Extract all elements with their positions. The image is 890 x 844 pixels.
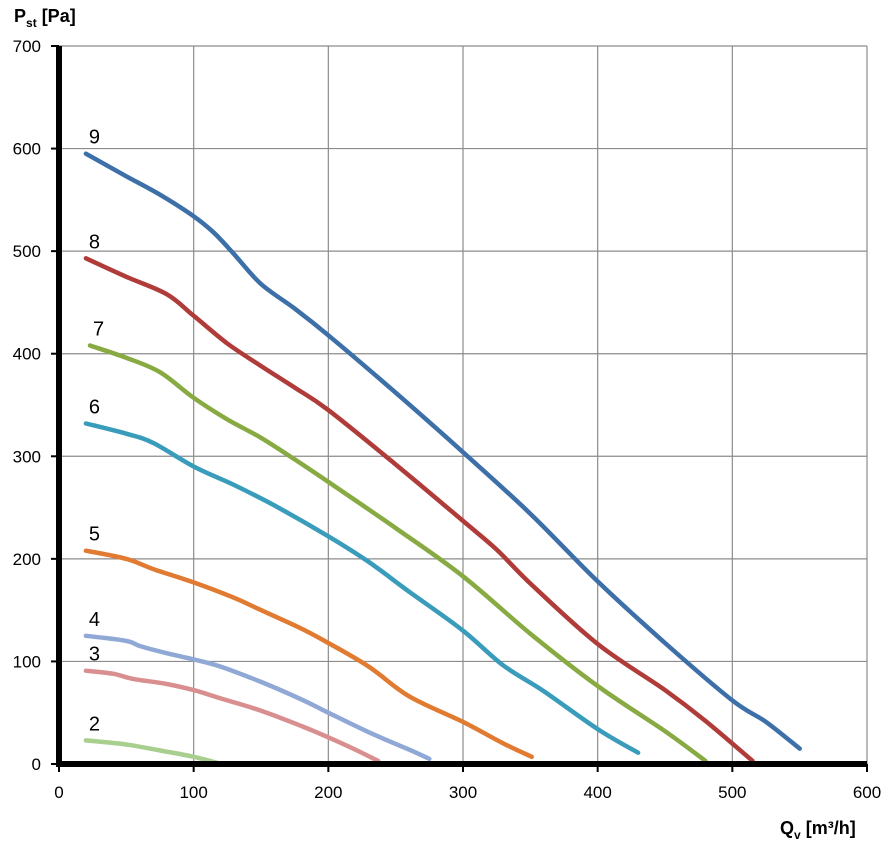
y-tick-label: 300 bbox=[13, 447, 41, 466]
series-line-5 bbox=[83, 548, 534, 760]
x-axis-title-sub: v bbox=[794, 828, 801, 842]
series-line-8 bbox=[83, 256, 755, 764]
curve-labels: 2 3 4 5 6 7 8 9 bbox=[89, 127, 104, 736]
series-line-9 bbox=[83, 151, 802, 751]
x-tick-label: 0 bbox=[54, 783, 63, 802]
y-tick-label: 400 bbox=[13, 345, 41, 364]
x-tick-label: 400 bbox=[583, 783, 611, 802]
x-axis-title: Qv [m³/h] bbox=[780, 818, 856, 842]
tick-labels: 0 100 200 300 400 500 600 0 100 200 300 400 500 600 70… bbox=[13, 37, 882, 802]
x-tick-label: 500 bbox=[718, 783, 746, 802]
curve-label-6: 6 bbox=[89, 396, 100, 418]
series-line-3 bbox=[83, 668, 381, 764]
y-tick-label: 200 bbox=[13, 550, 41, 569]
y-axis-title: Pst [Pa] bbox=[14, 6, 76, 30]
y-tick-label: 500 bbox=[13, 242, 41, 261]
curve-label-7: 7 bbox=[93, 319, 104, 341]
curve-label-9: 9 bbox=[89, 127, 100, 149]
curve-label-8: 8 bbox=[89, 231, 100, 253]
curve-label-2: 2 bbox=[89, 713, 100, 735]
x-tick-label: 200 bbox=[314, 783, 342, 802]
curve-label-4: 4 bbox=[89, 609, 100, 631]
x-axis-title-unit: [m³/h] bbox=[801, 818, 856, 838]
x-axis-title-main: Q bbox=[780, 818, 794, 838]
grid bbox=[59, 45, 868, 764]
curve-label-3: 3 bbox=[89, 644, 100, 666]
series-line-6 bbox=[83, 421, 641, 755]
curve-label-5: 5 bbox=[89, 524, 100, 546]
axes bbox=[51, 45, 868, 772]
series-line-2 bbox=[83, 738, 221, 766]
series-lines bbox=[83, 151, 802, 766]
y-tick-label: 700 bbox=[13, 37, 41, 56]
series-line-4 bbox=[83, 633, 432, 762]
series-line-7 bbox=[87, 343, 708, 764]
x-tick-label: 300 bbox=[449, 783, 477, 802]
y-axis-title-sub: st bbox=[26, 16, 37, 30]
y-axis-title-unit: [Pa] bbox=[37, 6, 76, 26]
x-tick-label: 100 bbox=[179, 783, 207, 802]
y-tick-label: 600 bbox=[13, 140, 41, 159]
y-tick-label: 0 bbox=[32, 755, 41, 774]
y-axis-title-main: P bbox=[14, 6, 26, 26]
y-tick-label: 100 bbox=[13, 652, 41, 671]
x-tick-label: 600 bbox=[853, 783, 881, 802]
